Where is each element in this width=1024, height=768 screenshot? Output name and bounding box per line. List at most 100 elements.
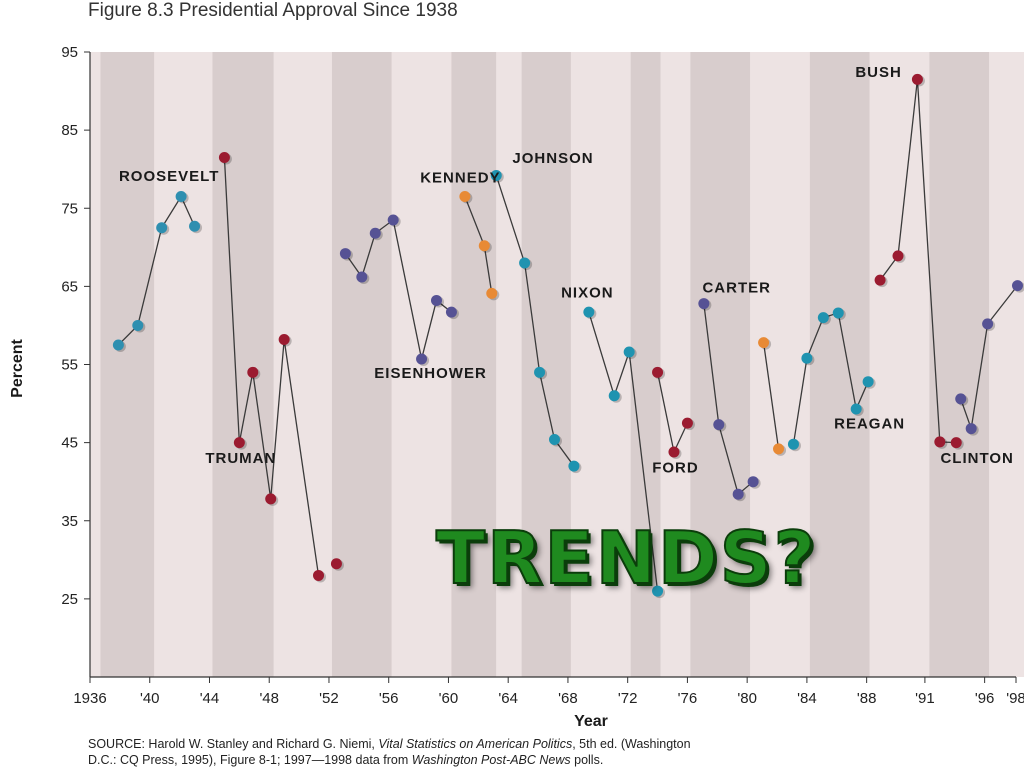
term-band — [212, 52, 274, 677]
x-tick-label: '40 — [140, 690, 160, 707]
president-label: NIXON — [561, 284, 614, 301]
president-label: CARTER — [702, 280, 771, 297]
y-tick-label: 85 — [61, 122, 78, 139]
data-point — [519, 257, 531, 269]
data-point — [623, 346, 635, 358]
data-point — [1011, 280, 1023, 292]
data-point — [132, 319, 144, 331]
y-tick-label: 65 — [61, 278, 78, 295]
x-axis-title: Year — [574, 713, 608, 730]
data-point — [330, 558, 342, 570]
term-bands — [90, 52, 1024, 677]
data-point — [862, 376, 874, 388]
president-label: CLINTON — [940, 450, 1013, 467]
x-tick-label: '96 — [975, 690, 995, 707]
data-point — [801, 352, 813, 364]
president-label: ROOSEVELT — [119, 168, 219, 185]
x-tick-label: '44 — [200, 690, 220, 707]
data-point — [934, 436, 946, 448]
data-point — [583, 306, 595, 318]
term-band — [496, 52, 522, 677]
x-tick-label: '80 — [737, 690, 757, 707]
data-point — [265, 493, 277, 505]
data-point — [416, 353, 428, 365]
approval-chart: ROOSEVELT TRUMAN EISENHOWER KENNEDY JOHNSON N… — [9, 44, 1024, 730]
data-point — [787, 438, 799, 450]
data-point — [568, 460, 580, 472]
data-point — [965, 423, 977, 435]
data-point — [156, 222, 168, 234]
data-point — [189, 220, 201, 232]
y-tick-label: 55 — [61, 357, 78, 374]
series-line — [703, 303, 754, 496]
y-tick-label: 75 — [61, 200, 78, 217]
y-tick-label: 45 — [61, 435, 78, 452]
series-line — [223, 157, 320, 576]
x-tick-label: '56 — [379, 690, 399, 707]
trends-overlay-text: TRENDS? — [435, 516, 818, 600]
term-band — [154, 52, 213, 677]
data-point — [758, 337, 770, 349]
x-tick-label: '84 — [797, 690, 817, 707]
term-band — [869, 52, 930, 677]
x-tick-label: '91 — [915, 690, 935, 707]
data-point — [356, 271, 368, 283]
data-point — [490, 169, 502, 181]
term-band — [989, 52, 1024, 677]
president-label: BUSH — [855, 64, 902, 81]
data-point — [817, 312, 829, 324]
term-band — [451, 52, 497, 677]
data-point — [652, 585, 664, 597]
source-book-title: Vital Statistics on American Politics — [378, 737, 573, 751]
term-band — [331, 52, 392, 677]
data-point — [175, 191, 187, 203]
president-label: KENNEDY — [420, 169, 500, 186]
term-band — [809, 52, 870, 677]
data-point — [832, 307, 844, 319]
series-line — [762, 342, 780, 449]
data-point — [233, 437, 245, 449]
data-point — [247, 366, 259, 378]
x-tick-label: '68 — [558, 690, 578, 707]
data-point — [982, 318, 994, 330]
data-point — [892, 250, 904, 262]
x-tick-label: '88 — [857, 690, 877, 707]
term-band — [660, 52, 691, 677]
data-point — [313, 569, 325, 581]
source-text-1: SOURCE: Harold W. Stanley and Richard G.… — [88, 737, 379, 751]
term-band — [929, 52, 990, 677]
term-band — [750, 52, 810, 677]
source-text-2: , 5th ed. (Washington — [572, 737, 691, 751]
data-point — [608, 390, 620, 402]
x-tick-label: '60 — [439, 690, 459, 707]
y-tick-label: 25 — [61, 591, 78, 608]
data-point — [732, 488, 744, 500]
data-point — [218, 151, 230, 163]
data-point — [681, 417, 693, 429]
data-point — [713, 419, 725, 431]
data-point — [548, 434, 560, 445]
source-text-4: polls. — [570, 753, 604, 767]
series-line — [588, 311, 659, 592]
data-point — [773, 443, 785, 455]
x-tick-label: '98 — [1006, 690, 1024, 707]
data-point — [445, 306, 457, 318]
source-text-3: D.C.: CQ Press, 1995), Figure 8-1; 1997—… — [88, 753, 412, 767]
president-label: JOHNSON — [512, 150, 593, 167]
x-tick-label: '64 — [498, 690, 518, 707]
term-band — [570, 52, 631, 677]
president-labels: ROOSEVELT TRUMAN EISENHOWER KENNEDY JOHNSON N… — [119, 64, 1013, 476]
y-tick-label: 35 — [61, 513, 78, 530]
data-point — [534, 366, 546, 378]
data-point — [339, 248, 351, 260]
y-axis-title: Percent — [9, 338, 26, 397]
x-tick-label: '72 — [618, 690, 638, 707]
data-point — [387, 214, 399, 226]
president-label: FORD — [652, 459, 699, 476]
data-point — [850, 403, 862, 415]
x-tick-label: 1936 — [73, 690, 106, 707]
data-point — [874, 274, 886, 286]
term-band — [521, 52, 571, 677]
data-points — [112, 73, 1024, 599]
source-note: SOURCE: Harold W. Stanley and Richard G.… — [88, 736, 988, 768]
